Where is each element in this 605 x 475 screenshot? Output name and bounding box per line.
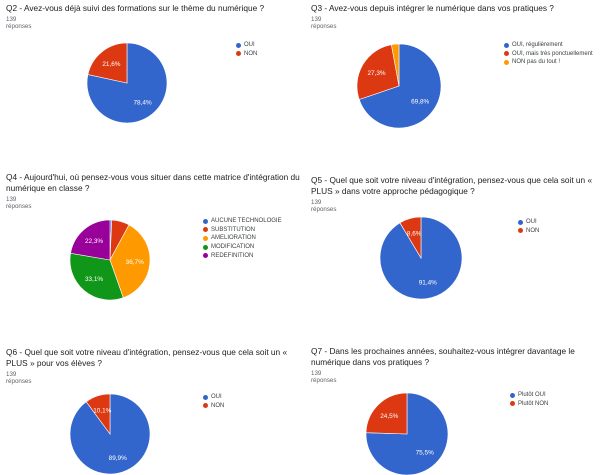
legend-item-q3-1: OUI, mais très ponctuellement xyxy=(504,50,593,59)
legend-label-q7-0: Plutôt OUI xyxy=(518,392,546,399)
pie-slice-q3-2 xyxy=(391,43,400,87)
legend-q4: AUCUNE TECHNOLOGIE SUBSTITUTION AMELIORATI… xyxy=(203,217,282,260)
legend-item-q7-0: Plutôt OUI xyxy=(510,391,548,400)
legend-item-q3-0: OUI, régulièrement xyxy=(504,41,593,50)
slice-label-q6-0: 89,9% xyxy=(109,455,127,462)
legend-label-q5-1: NON xyxy=(526,227,540,234)
pie-slice-q4-3 xyxy=(69,252,124,301)
legend-item-q4-0: AUCUNE TECHNOLOGIE xyxy=(203,217,282,226)
legend-item-q2-0: OUI xyxy=(236,41,257,50)
legend-swatch-q6-1 xyxy=(203,403,208,409)
slice-label-q5-1: 8,6% xyxy=(407,231,422,238)
response-count-q5: 139 réponses xyxy=(311,199,337,213)
response-count-q2: 139 réponses xyxy=(6,16,32,30)
legend-label-q3-0: OUI, régulièrement xyxy=(512,42,563,49)
chart-title-q6: Q6 - Quel que soit votre niveau d'intégr… xyxy=(6,347,288,368)
chart-title-q2: Q2 - Avez-vous déjà suivi des formations… xyxy=(6,3,265,13)
legend-label-q5-0: OUI xyxy=(526,219,537,226)
legend-item-q5-0: OUI xyxy=(518,218,539,227)
legend-swatch-q4-4 xyxy=(203,253,208,259)
pie-chart-q5: 91,4% 8,6% xyxy=(379,216,463,300)
response-count-q4: 139 réponses xyxy=(6,196,32,210)
pie-slice-q4-2 xyxy=(109,224,151,299)
legend-label-q4-2: AMELIORATION xyxy=(211,235,256,242)
legend-item-q5-1: NON xyxy=(518,227,539,236)
legend-item-q4-4: REDEFINITION xyxy=(203,251,282,260)
pie-chart-q2: 78,4% 21,6% xyxy=(86,42,168,124)
legend-label-q6-1: NON xyxy=(211,402,225,409)
response-count-q7: 139 réponses xyxy=(311,370,337,384)
legend-swatch-q4-1 xyxy=(203,227,208,233)
slice-label-q4-3: 33,1% xyxy=(85,276,103,283)
pie-chart-q7: 75,5% 24,5% xyxy=(365,392,449,475)
response-count-q6: 139 réponses xyxy=(6,371,32,385)
legend-item-q6-0: OUI xyxy=(203,393,224,402)
slice-label-q4-4: 22,3% xyxy=(85,238,103,245)
legend-swatch-q3-2 xyxy=(504,59,509,65)
legend-swatch-q2-1 xyxy=(236,51,241,57)
slice-label-q3-1: 27,3% xyxy=(367,70,385,77)
pie-slice-q7-1 xyxy=(365,392,408,435)
slice-label-q2-0: 78,4% xyxy=(134,100,152,107)
legend-swatch-q6-0 xyxy=(203,394,208,400)
legend-swatch-q7-0 xyxy=(510,392,515,398)
pie-slice-q3-0 xyxy=(358,43,442,129)
legend-item-q7-1: Plutôt NON xyxy=(510,400,548,409)
legend-label-q2-1: NON xyxy=(244,50,258,57)
legend-swatch-q4-0 xyxy=(203,218,208,224)
legend-label-q4-4: REDEFINITION xyxy=(211,252,254,259)
slice-label-q7-1: 24,5% xyxy=(380,413,398,420)
legend-swatch-q4-3 xyxy=(203,244,208,250)
pie-slice-q6-1 xyxy=(85,393,111,435)
legend-q6: OUI NON xyxy=(203,393,224,410)
legend-swatch-q4-2 xyxy=(203,235,208,241)
slice-label-q6-1: 10,1% xyxy=(93,408,111,415)
pie-slice-q2-1 xyxy=(87,42,128,84)
legend-swatch-q5-0 xyxy=(518,219,523,225)
legend-swatch-q3-0 xyxy=(504,42,509,48)
legend-q7: Plutôt OUI Plutôt NON xyxy=(510,391,548,408)
pie-chart-q6: 89,9% 10,1% xyxy=(69,393,151,475)
legend-q5: OUI NON xyxy=(518,218,539,235)
chart-title-q7: Q7 - Dans les prochaines années, souhait… xyxy=(311,346,575,367)
chart-title-q5: Q5 - Quel que soit votre niveau d'intégr… xyxy=(311,175,593,196)
pie-slice-q7-0 xyxy=(365,392,449,475)
legend-label-q4-3: MODIFICATION xyxy=(211,244,255,251)
legend-item-q4-1: SUBSTITUTION xyxy=(203,226,282,235)
legend-q3: OUI, régulièrement OUI, mais très ponctue… xyxy=(504,41,593,67)
slice-label-q3-0: 69,8% xyxy=(411,98,429,105)
chart-title-q4: Q4 - Aujourd'hui, où pensez-vous vous si… xyxy=(6,172,300,193)
slice-label-q7-0: 75,5% xyxy=(416,449,434,456)
legend-swatch-q5-1 xyxy=(518,228,523,234)
legend-label-q3-1: OUI, mais très ponctuellement xyxy=(512,50,593,57)
legend-swatch-q7-1 xyxy=(510,401,515,407)
legend-label-q7-1: Plutôt NON xyxy=(518,400,549,407)
pie-chart-q3: 69,8% 27,3% xyxy=(356,43,442,129)
pie-slice-q4-4 xyxy=(70,219,111,261)
legend-label-q6-0: OUI xyxy=(211,394,222,401)
slice-label-q4-2: 36,7% xyxy=(126,259,144,266)
legend-label-q4-0: AUCUNE TECHNOLOGIE xyxy=(211,218,282,225)
legend-q2: OUI NON xyxy=(236,41,257,58)
legend-label-q4-1: SUBSTITUTION xyxy=(211,226,256,233)
legend-label-q3-2: NON pas du tout ! xyxy=(512,59,561,66)
legend-item-q6-1: NON xyxy=(203,402,224,411)
response-count-q3: 139 réponses xyxy=(311,16,337,30)
legend-item-q4-3: MODIFICATION xyxy=(203,243,282,252)
chart-title-q3: Q3 - Avez-vous depuis intégrer le numéri… xyxy=(311,3,554,13)
pie-chart-q4: 36,7% 33,1% 22,3% xyxy=(69,219,151,301)
legend-label-q2-0: OUI xyxy=(244,42,255,49)
slice-label-q5-0: 91,4% xyxy=(419,280,437,287)
pie-slice-q3-1 xyxy=(356,44,400,100)
legend-item-q2-1: NON xyxy=(236,50,257,59)
slice-label-q2-1: 21,6% xyxy=(102,61,120,68)
legend-item-q4-2: AMELIORATION xyxy=(203,234,282,243)
legend-swatch-q2-0 xyxy=(236,42,241,48)
legend-item-q3-2: NON pas du tout ! xyxy=(504,58,593,67)
legend-swatch-q3-1 xyxy=(504,51,509,57)
pie-slice-q5-1 xyxy=(399,216,422,260)
